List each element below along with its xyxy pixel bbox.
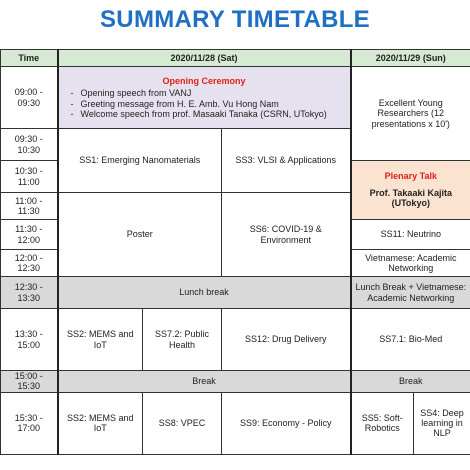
ss2-cell: SS2: MEMS and IoT: [57, 391, 143, 455]
time-cell: 09:30 - 10:30: [0, 128, 59, 161]
ss9-cell: SS9: Economy - Policy: [220, 391, 352, 455]
ss72-cell: SS7.2: Public Health: [142, 308, 222, 371]
page-title: SUMMARY TIMETABLE: [100, 6, 370, 33]
time-cell: 15:00 - 15:30: [0, 370, 59, 393]
ss4-cell: SS4: Deep learning in NLP: [413, 391, 470, 455]
header-day2: 2020/11/29 (Sun): [350, 49, 470, 67]
table-row: 12:00 - 12:30 Vietnamese: Academic Netwo…: [0, 249, 470, 277]
ss3-cell: SS3: VLSI & Applications: [220, 128, 352, 193]
header-time: Time: [0, 49, 59, 67]
list-item: Welcome speech from prof. Masaaki Tanaka…: [70, 109, 348, 120]
table-row: 11:30 - 12:00 SS11: Neutrino: [0, 219, 470, 250]
ss1-cell: SS1: Emerging Nanomaterials: [57, 128, 222, 193]
table-row: 09:30 - 10:30 SS1: Emerging Nanomaterial…: [0, 128, 470, 193]
time-cell: 12:00 - 12:30: [0, 249, 59, 277]
table-row: 15:00 - 15:30 Break Break: [0, 370, 470, 393]
poster-cell: Poster: [57, 192, 222, 277]
lunch-break-cell: Lunch break: [56, 276, 352, 309]
opening-list: Opening speech from VANJ Greeting messag…: [61, 88, 348, 119]
ss71-cell: SS7.1: Bio-Med: [350, 308, 470, 371]
opening-ceremony-cell: Opening Ceremony Opening speech from VAN…: [56, 66, 352, 129]
table-row: 12:30 - 13:30 Lunch break Lunch Break + …: [0, 276, 470, 309]
timetable: Time 2020/11/28 (Sat) 2020/11/29 (Sun) 0…: [0, 49, 470, 455]
header-row: Time 2020/11/28 (Sat) 2020/11/29 (Sun): [0, 49, 470, 67]
time-cell: 11:30 - 12:00: [0, 219, 59, 250]
table-row: 09:00 - 09:30 Opening Ceremony Opening s…: [0, 66, 470, 161]
plenary-title: Plenary Talk: [384, 171, 437, 182]
table-row: 11:00 - 11:30 Poster SS6: COVID-19 & Env…: [0, 192, 470, 277]
ss6-cell: SS6: COVID-19 & Environment: [220, 192, 352, 277]
ss12-cell: SS12: Drug Delivery: [220, 308, 352, 371]
header-day1: 2020/11/28 (Sat): [56, 49, 352, 67]
ss5-cell: SS5: Soft-Robotics: [350, 391, 415, 455]
break-cell-sun: Break: [350, 370, 470, 393]
vietnamese-networking-cell: Vietnamese: Academic Networking: [350, 249, 470, 277]
time-cell: 15:30 - 17:00: [0, 391, 59, 455]
plenary-speaker: Prof. Takaaki Kajita (UTokyo): [369, 187, 452, 209]
ss2-cell: SS2: MEMS and IoT: [57, 308, 143, 371]
opening-title: Opening Ceremony: [162, 75, 246, 86]
break-cell: Break: [56, 370, 352, 393]
list-item: Greeting message from H. E. Amb. Vu Hong…: [70, 99, 348, 110]
table-row: 15:30 - 17:00 SS2: MEMS and IoT SS8: VPE…: [0, 391, 470, 455]
table-row: 13:30 - 15:00 SS2: MEMS and IoT SS7.2: P…: [0, 308, 470, 371]
time-cell: 09:00 - 09:30: [0, 66, 59, 129]
time-cell: 10:30 - 11:00: [0, 160, 59, 193]
time-cell: 12:30 - 13:30: [0, 276, 59, 309]
list-item: Opening speech from VANJ: [70, 88, 348, 99]
ss11-cell: SS11: Neutrino: [350, 219, 470, 250]
lunch-networking-cell: Lunch Break + Vietnamese: Academic Netwo…: [350, 276, 470, 309]
young-researchers-cell: Excellent Young Researchers (12 presenta…: [350, 66, 470, 161]
time-cell: 11:00 - 11:30: [0, 192, 59, 220]
plenary-talk-cell: Plenary Talk Prof. Takaaki Kajita (UToky…: [350, 160, 470, 220]
ss8-cell: SS8: VPEC: [142, 391, 222, 455]
time-cell: 13:30 - 15:00: [0, 308, 59, 371]
